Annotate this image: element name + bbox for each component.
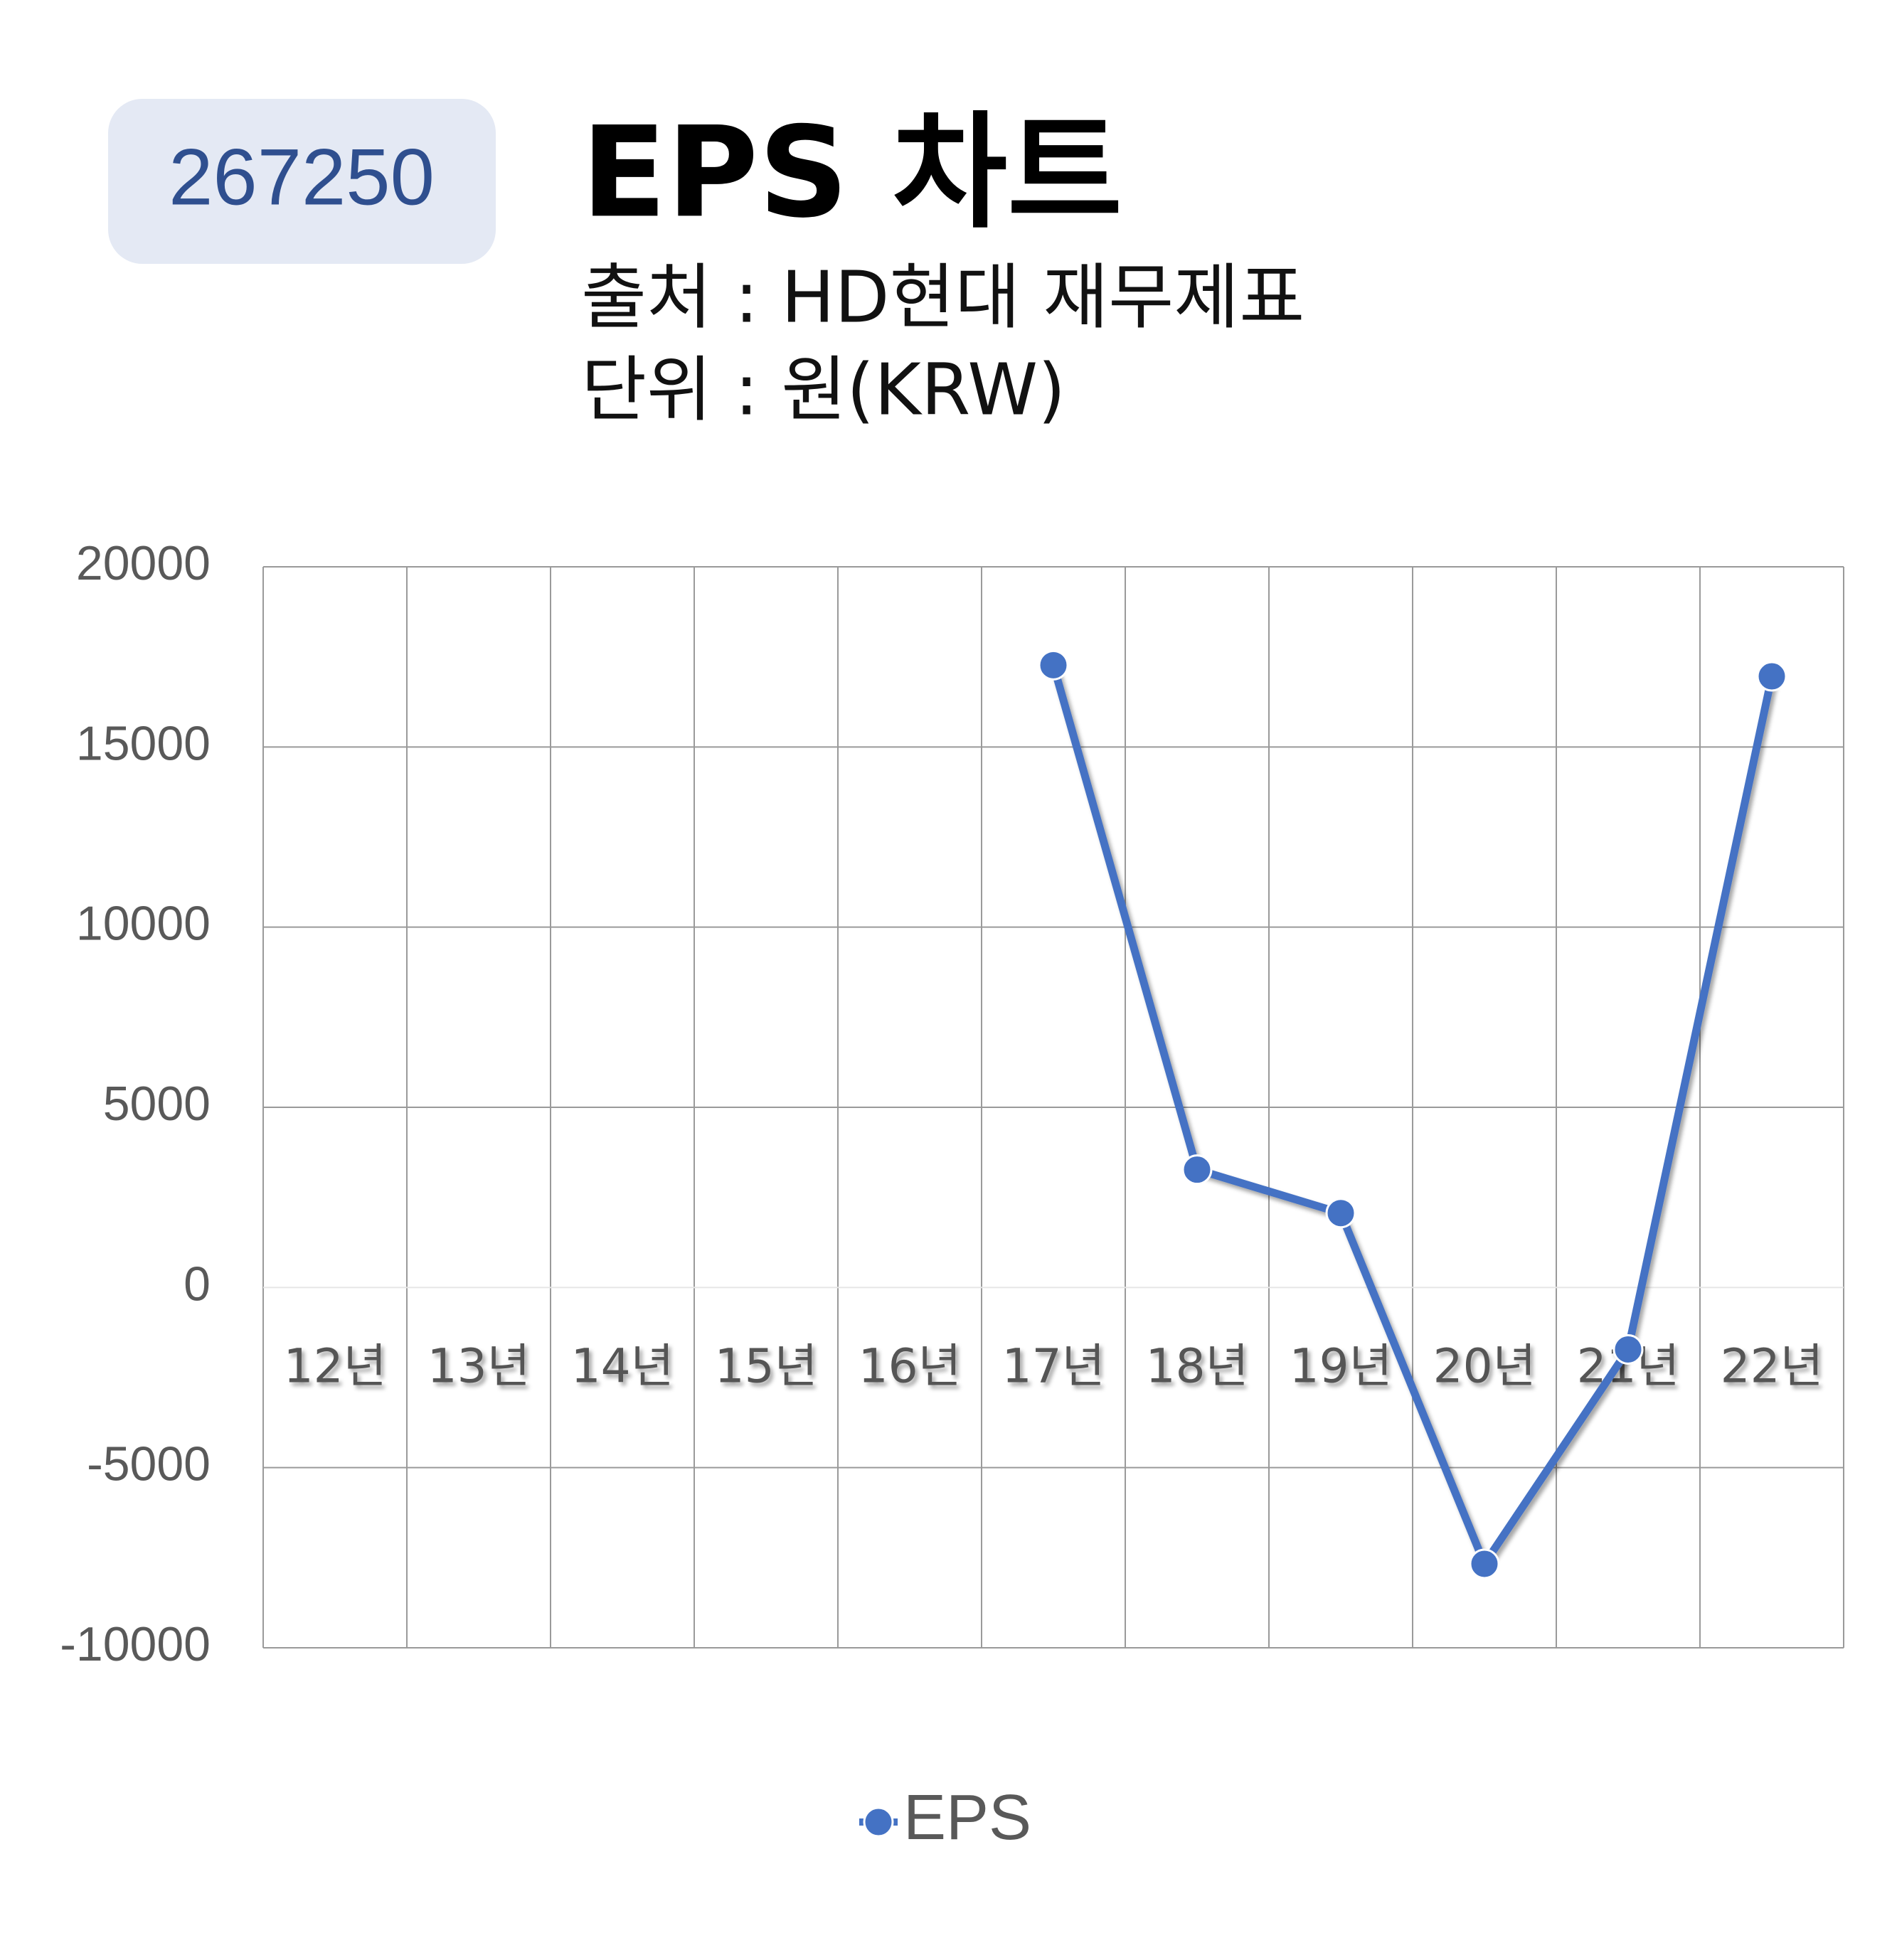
y-tick-label: 5000 bbox=[103, 1077, 211, 1131]
legend-label: EPS bbox=[903, 1782, 1031, 1853]
code-badge bbox=[108, 99, 496, 264]
x-tick-label: 19년 bbox=[1290, 1338, 1393, 1393]
data-point bbox=[1038, 649, 1069, 681]
y-tick-label: 10000 bbox=[76, 897, 211, 951]
x-tick-label: 12년 bbox=[284, 1338, 387, 1393]
x-tick-label: 17년 bbox=[1002, 1338, 1105, 1393]
code: 267250 bbox=[169, 133, 435, 222]
data-point bbox=[1181, 1154, 1213, 1186]
data-point bbox=[1756, 661, 1787, 692]
data-point bbox=[1612, 1333, 1644, 1365]
unit: 단위 : 원(KRW) bbox=[581, 348, 1066, 431]
y-tick-label: 15000 bbox=[76, 716, 211, 770]
y-tick-label: 0 bbox=[184, 1257, 211, 1311]
x-tick-label: 22년 bbox=[1721, 1338, 1824, 1393]
y-tick-label: 20000 bbox=[76, 536, 211, 590]
series-line bbox=[1049, 664, 1776, 1568]
data-point bbox=[1325, 1198, 1356, 1229]
legend-marker bbox=[863, 1806, 894, 1838]
x-tick-label: 13년 bbox=[427, 1338, 531, 1393]
source: 출처 : HD현대 재무제표 bbox=[581, 255, 1304, 339]
y-tick-label: -5000 bbox=[87, 1437, 211, 1491]
x-tick-label: 15년 bbox=[715, 1338, 818, 1393]
x-tick-label: 18년 bbox=[1146, 1338, 1249, 1393]
x-tick-label: 16년 bbox=[859, 1338, 962, 1393]
x-tick-label: 20년 bbox=[1433, 1338, 1536, 1393]
chart-title: EPS 차트 bbox=[581, 100, 1122, 245]
y-tick-label: -10000 bbox=[60, 1617, 211, 1671]
data-point bbox=[1469, 1548, 1500, 1580]
x-tick-label: 14년 bbox=[571, 1338, 674, 1393]
